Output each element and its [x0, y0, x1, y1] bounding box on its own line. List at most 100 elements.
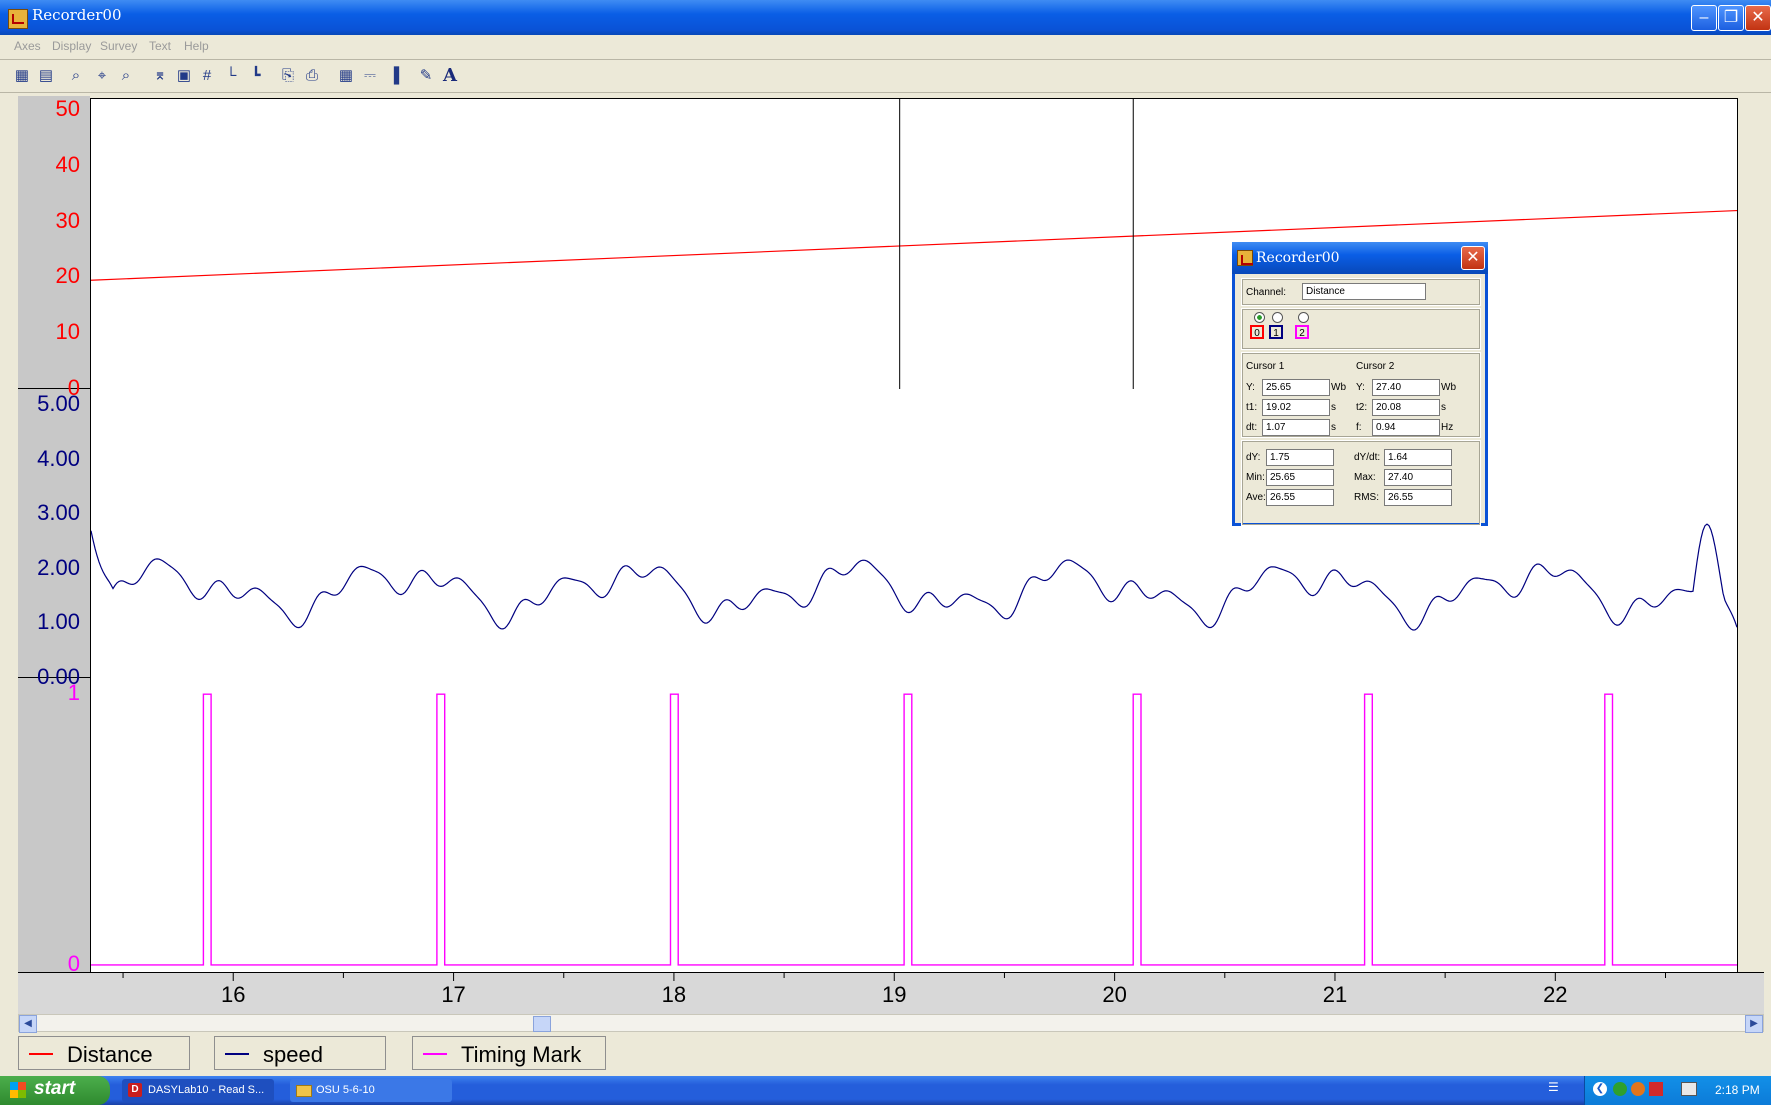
timing-mark-series-line	[91, 693, 1737, 966]
channel-1-radio[interactable]	[1272, 312, 1283, 323]
channel-1-box[interactable]: 1	[1269, 325, 1283, 339]
network-icon[interactable]: ☰	[1548, 1080, 1559, 1094]
c1-y-label: Y:	[1246, 382, 1255, 393]
c2-t-field[interactable]: 20.08	[1372, 399, 1440, 416]
menu-text[interactable]: Text	[149, 39, 172, 53]
cursor-values-group: Cursor 1 Cursor 2 Y: 25.65 Wb t1: 19.02 …	[1241, 352, 1481, 438]
channel-2-box[interactable]: 2	[1295, 325, 1309, 339]
legend-label: Timing Mark	[461, 1042, 582, 1067]
restore-icon[interactable]: ❐	[1718, 5, 1744, 31]
legend: Distance speed Timing Mark	[18, 1036, 1764, 1072]
c1-dt-unit: s	[1331, 422, 1336, 433]
tray-display-icon[interactable]	[1681, 1082, 1697, 1096]
channel-select-group: 0 1 2	[1241, 308, 1481, 350]
y-tick-label: 50	[55, 96, 80, 122]
c2-f-field[interactable]: 0.94	[1372, 419, 1440, 436]
tray-shield-icon[interactable]	[1649, 1082, 1663, 1096]
ave-field[interactable]: 26.55	[1266, 489, 1334, 506]
channel-2-radio[interactable]	[1298, 312, 1309, 323]
y-tick-label: 3.00	[37, 500, 80, 526]
channel-field[interactable]: Distance	[1302, 283, 1426, 300]
print-icon[interactable]: ⎙	[305, 67, 318, 84]
dialog-title: Recorder00	[1256, 250, 1340, 266]
cursor2-title: Cursor 2	[1356, 361, 1395, 372]
chart-view-icon[interactable]: ⎓	[364, 67, 376, 84]
c1-y-field[interactable]: 25.65	[1262, 379, 1330, 396]
y-axis-icon[interactable]: ┗	[251, 67, 261, 84]
start-button[interactable]: start	[0, 1076, 110, 1105]
dydt-label: dY/dt:	[1354, 452, 1381, 463]
y-tick-label: 0	[67, 375, 80, 400]
channel-0-radio[interactable]	[1254, 312, 1265, 323]
app-icon	[1237, 250, 1253, 266]
close-icon[interactable]: ✕	[1745, 5, 1771, 31]
scroll-right-icon[interactable]: ▶	[1745, 1015, 1763, 1033]
min-field[interactable]: 25.65	[1266, 469, 1334, 486]
zoom-out-icon[interactable]: ⌕	[121, 67, 131, 84]
x-tick-label: 22	[1543, 982, 1568, 1007]
distance-series-line	[90, 209, 1738, 281]
legend-item-distance: Distance	[18, 1036, 190, 1070]
c1-y-unit: Wb	[1331, 382, 1346, 393]
menu-axes[interactable]: Axes	[14, 39, 41, 53]
brush-icon[interactable]: ✎	[419, 67, 433, 84]
table-view-icon[interactable]: ▦	[338, 67, 354, 84]
horizontal-scrollbar[interactable]: ◀ ▶	[18, 1014, 1764, 1033]
scale-icon[interactable]: ▦	[14, 67, 30, 84]
c2-y-field[interactable]: 27.40	[1372, 379, 1440, 396]
cursor-dialog[interactable]: Recorder00 ✕ Channel: Distance 0 1 2 Cur…	[1232, 242, 1488, 526]
scroll-thumb[interactable]	[533, 1016, 551, 1032]
text-icon[interactable]: A	[443, 65, 457, 86]
plot-area	[90, 98, 1738, 974]
y-tick-label: 10	[55, 319, 80, 345]
bar-view-icon[interactable]: ▐	[388, 67, 400, 84]
rms-field[interactable]: 26.55	[1384, 489, 1452, 506]
tray-app-icon[interactable]	[1613, 1082, 1627, 1096]
c1-t-field[interactable]: 19.02	[1262, 399, 1330, 416]
legend-item-timing-mark: Timing Mark	[412, 1036, 606, 1070]
max-field[interactable]: 27.40	[1384, 469, 1452, 486]
save-icon[interactable]: ▣	[176, 67, 192, 84]
c1-dt-field[interactable]: 1.07	[1262, 419, 1330, 436]
tray-expand-icon[interactable]: ❮	[1593, 1082, 1607, 1096]
c1-t-label: t1:	[1246, 402, 1258, 413]
x-tick-label: 18	[661, 982, 687, 1007]
dialog-close-icon[interactable]: ✕	[1461, 246, 1485, 270]
channel-0-box[interactable]: 0	[1250, 325, 1264, 339]
x-tick-label: 16	[220, 982, 246, 1007]
y-tick-label: 5.00	[37, 391, 80, 417]
title-bar: Recorder00 ‒ ❐ ✕	[0, 0, 1771, 35]
minimize-icon[interactable]: ‒	[1691, 5, 1717, 31]
toolbar: ▦ ▤ ⌕ ⌖ ⌕ ⌆ ▣ # └ ┗ ⎘ ⎙ ▦ ⎓ ▐ ✎ A	[0, 60, 1771, 93]
dialog-title-bar[interactable]: Recorder00 ✕	[1232, 242, 1488, 274]
ave-label: Ave:	[1246, 492, 1266, 503]
max-label: Max:	[1354, 472, 1376, 483]
task-label: OSU 5-6-10	[316, 1084, 375, 1096]
scale-alt-icon[interactable]: ▤	[38, 67, 54, 84]
zoom-xy-icon[interactable]: ⌖	[97, 67, 107, 84]
task-folder[interactable]: OSU 5-6-10	[290, 1079, 452, 1102]
c2-t-label: t2:	[1356, 402, 1368, 413]
menu-display[interactable]: Display	[52, 39, 92, 53]
grid-icon[interactable]: #	[202, 67, 212, 84]
channel-label: Channel:	[1246, 287, 1287, 298]
menu-help[interactable]: Help	[184, 39, 209, 53]
scroll-left-icon[interactable]: ◀	[19, 1015, 37, 1033]
tray-app-icon[interactable]	[1631, 1082, 1645, 1096]
cursor-icon[interactable]: ⌆	[153, 67, 167, 84]
y-tick-label: 30	[55, 207, 80, 233]
zoom-in-icon[interactable]: ⌕	[71, 67, 81, 84]
menu-survey[interactable]: Survey	[100, 39, 138, 53]
copy-icon[interactable]: ⎘	[281, 67, 294, 84]
c2-y-unit: Wb	[1441, 382, 1456, 393]
dy-field[interactable]: 1.75	[1266, 449, 1334, 466]
y-tick-label: 1.00	[37, 609, 80, 635]
x-tick-label: 17	[441, 982, 466, 1007]
menu-bar: Axes Display Survey Text Help	[0, 35, 1771, 60]
system-tray: ❮ 2:18 PM	[1584, 1076, 1771, 1105]
c1-dt-label: dt:	[1246, 422, 1258, 433]
dydt-field[interactable]: 1.64	[1384, 449, 1452, 466]
task-dasylab[interactable]: D DASYLab10 - Read S...	[122, 1079, 274, 1102]
x-axis-icon[interactable]: └	[225, 67, 237, 84]
plot-svg	[90, 99, 1738, 966]
